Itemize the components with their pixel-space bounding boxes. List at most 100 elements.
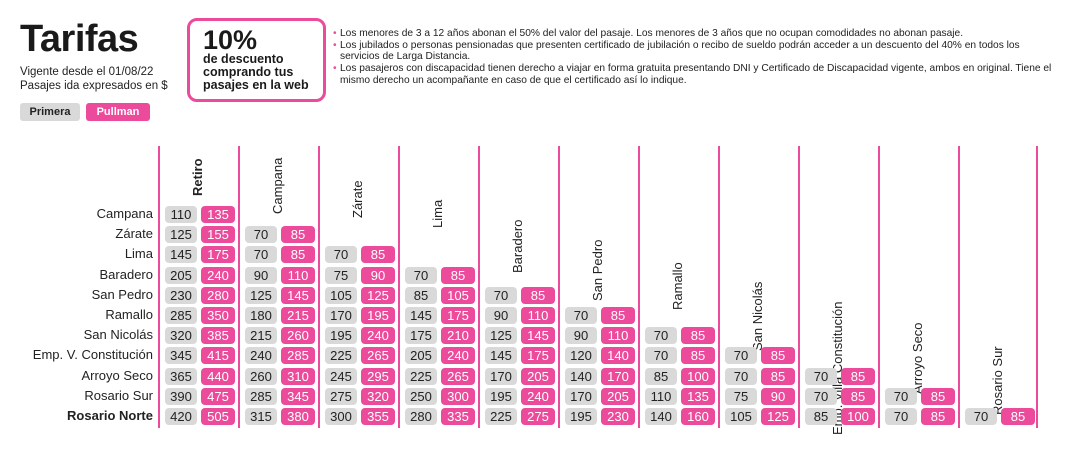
fare-primera: 70 xyxy=(965,408,997,425)
fare-primera: 225 xyxy=(485,408,517,425)
note-item: • Los pasajeros con discapacidad tienen d… xyxy=(333,63,1053,86)
fare-pullman: 85 xyxy=(281,226,315,244)
fare-pullman: 100 xyxy=(841,408,875,425)
fare-primera: 70 xyxy=(885,408,917,425)
fare-primera: 75 xyxy=(725,387,757,405)
fare-primera: 140 xyxy=(565,367,597,385)
fare-pullman: 105 xyxy=(441,286,475,304)
note-item: • Los jubilados o personas pensionadas qu… xyxy=(333,40,1053,63)
fare-pullman: 140 xyxy=(601,347,635,365)
fare-pullman: 85 xyxy=(281,246,315,264)
fare-pullman: 385 xyxy=(201,327,235,345)
fare-pullman: 205 xyxy=(601,387,635,405)
fare-pullman: 100 xyxy=(681,367,715,385)
fare-primera: 320 xyxy=(165,327,197,345)
fare-pullman: 145 xyxy=(521,327,555,345)
fare-pullman: 240 xyxy=(521,387,555,405)
currency-note: Pasajes ida expresados en $ xyxy=(20,80,168,92)
fare-primera: 105 xyxy=(725,408,757,425)
column-separator xyxy=(798,146,800,428)
promo-box: 10% de descuento comprando tus pasajes e… xyxy=(187,18,326,102)
column-header-arroyo-seco: Arroyo Seco xyxy=(910,322,925,394)
fare-pullman: 85 xyxy=(361,246,395,264)
valid-from-text: Vigente desde el 01/08/22 xyxy=(20,66,154,78)
fare-pullman: 205 xyxy=(521,367,555,385)
tab-primera[interactable]: Primera xyxy=(20,103,80,121)
fare-primera: 75 xyxy=(325,266,357,284)
column-separator xyxy=(558,146,560,428)
note-text: Los jubilados o personas pensionadas que… xyxy=(340,39,1020,63)
fare-primera: 315 xyxy=(245,408,277,425)
column-separator xyxy=(1036,146,1038,428)
fare-primera: 195 xyxy=(485,387,517,405)
fare-primera: 230 xyxy=(165,286,197,304)
fare-pullman: 175 xyxy=(201,246,235,264)
fare-primera: 170 xyxy=(565,387,597,405)
fare-pullman: 175 xyxy=(441,307,475,324)
fare-pullman: 110 xyxy=(521,307,555,324)
fare-primera: 175 xyxy=(405,327,437,345)
fare-pullman: 295 xyxy=(361,367,395,385)
row-label: Rosario Sur xyxy=(84,387,153,403)
note-text: Los menores de 3 a 12 años abonan el 50%… xyxy=(340,28,964,39)
fare-primera: 140 xyxy=(645,408,677,425)
fare-primera: 85 xyxy=(645,367,677,385)
fare-primera: 105 xyxy=(325,286,357,304)
fare-primera: 85 xyxy=(805,408,837,425)
fare-primera: 90 xyxy=(245,266,277,284)
row-label: San Pedro xyxy=(91,286,153,302)
fare-pullman: 440 xyxy=(201,367,235,385)
fare-primera: 70 xyxy=(725,347,757,365)
fare-pullman: 175 xyxy=(521,347,555,365)
fare-pullman: 345 xyxy=(281,387,315,405)
fare-pullman: 85 xyxy=(441,266,475,284)
column-header-campana: Campana xyxy=(270,157,285,214)
fare-primera: 390 xyxy=(165,387,197,405)
fare-primera: 145 xyxy=(485,347,517,365)
bullet-icon: • xyxy=(333,39,337,51)
fare-pullman: 475 xyxy=(201,387,235,405)
fare-primera: 110 xyxy=(645,387,677,405)
tab-pullman[interactable]: Pullman xyxy=(86,103,150,121)
fare-pullman: 155 xyxy=(201,226,235,244)
row-label: San Nicolás xyxy=(83,327,153,343)
fare-pullman: 380 xyxy=(281,408,315,425)
fare-pullman: 265 xyxy=(361,347,395,365)
fare-pullman: 310 xyxy=(281,367,315,385)
fare-primera: 125 xyxy=(245,286,277,304)
column-header-retiro: Retiro xyxy=(190,158,205,196)
fare-pullman: 285 xyxy=(281,347,315,365)
fare-primera: 125 xyxy=(485,327,517,345)
fare-pullman: 240 xyxy=(201,266,235,284)
bullet-icon: • xyxy=(333,28,337,39)
fare-pullman: 85 xyxy=(761,367,795,385)
fare-pullman: 110 xyxy=(281,266,315,284)
fare-pullman: 110 xyxy=(601,327,635,345)
fare-primera: 70 xyxy=(485,286,517,304)
fare-pullman: 505 xyxy=(201,408,235,425)
fare-pullman: 90 xyxy=(761,387,795,405)
row-label: Lima xyxy=(124,246,153,262)
row-label: Ramallo xyxy=(105,307,153,322)
fare-primera: 170 xyxy=(325,307,357,324)
fare-pullman: 85 xyxy=(1001,408,1035,425)
fare-pullman: 195 xyxy=(361,307,395,324)
fare-primera: 70 xyxy=(645,347,677,365)
fare-pullman: 170 xyxy=(601,367,635,385)
fare-pullman: 85 xyxy=(921,408,955,425)
fare-pullman: 85 xyxy=(681,347,715,365)
column-separator xyxy=(398,146,400,428)
fare-pullman: 265 xyxy=(441,367,475,385)
row-label: Zárate xyxy=(115,226,153,242)
row-label: Arroyo Seco xyxy=(81,367,153,383)
fare-primera: 70 xyxy=(805,367,837,385)
fare-pullman: 280 xyxy=(201,286,235,304)
fare-primera: 70 xyxy=(405,266,437,284)
fare-primera: 70 xyxy=(645,327,677,345)
fare-pullman: 240 xyxy=(441,347,475,365)
page-title: Tarifas xyxy=(20,18,139,60)
fare-primera: 195 xyxy=(325,327,357,345)
column-separator xyxy=(878,146,880,428)
fare-primera: 215 xyxy=(245,327,277,345)
column-separator xyxy=(638,146,640,428)
